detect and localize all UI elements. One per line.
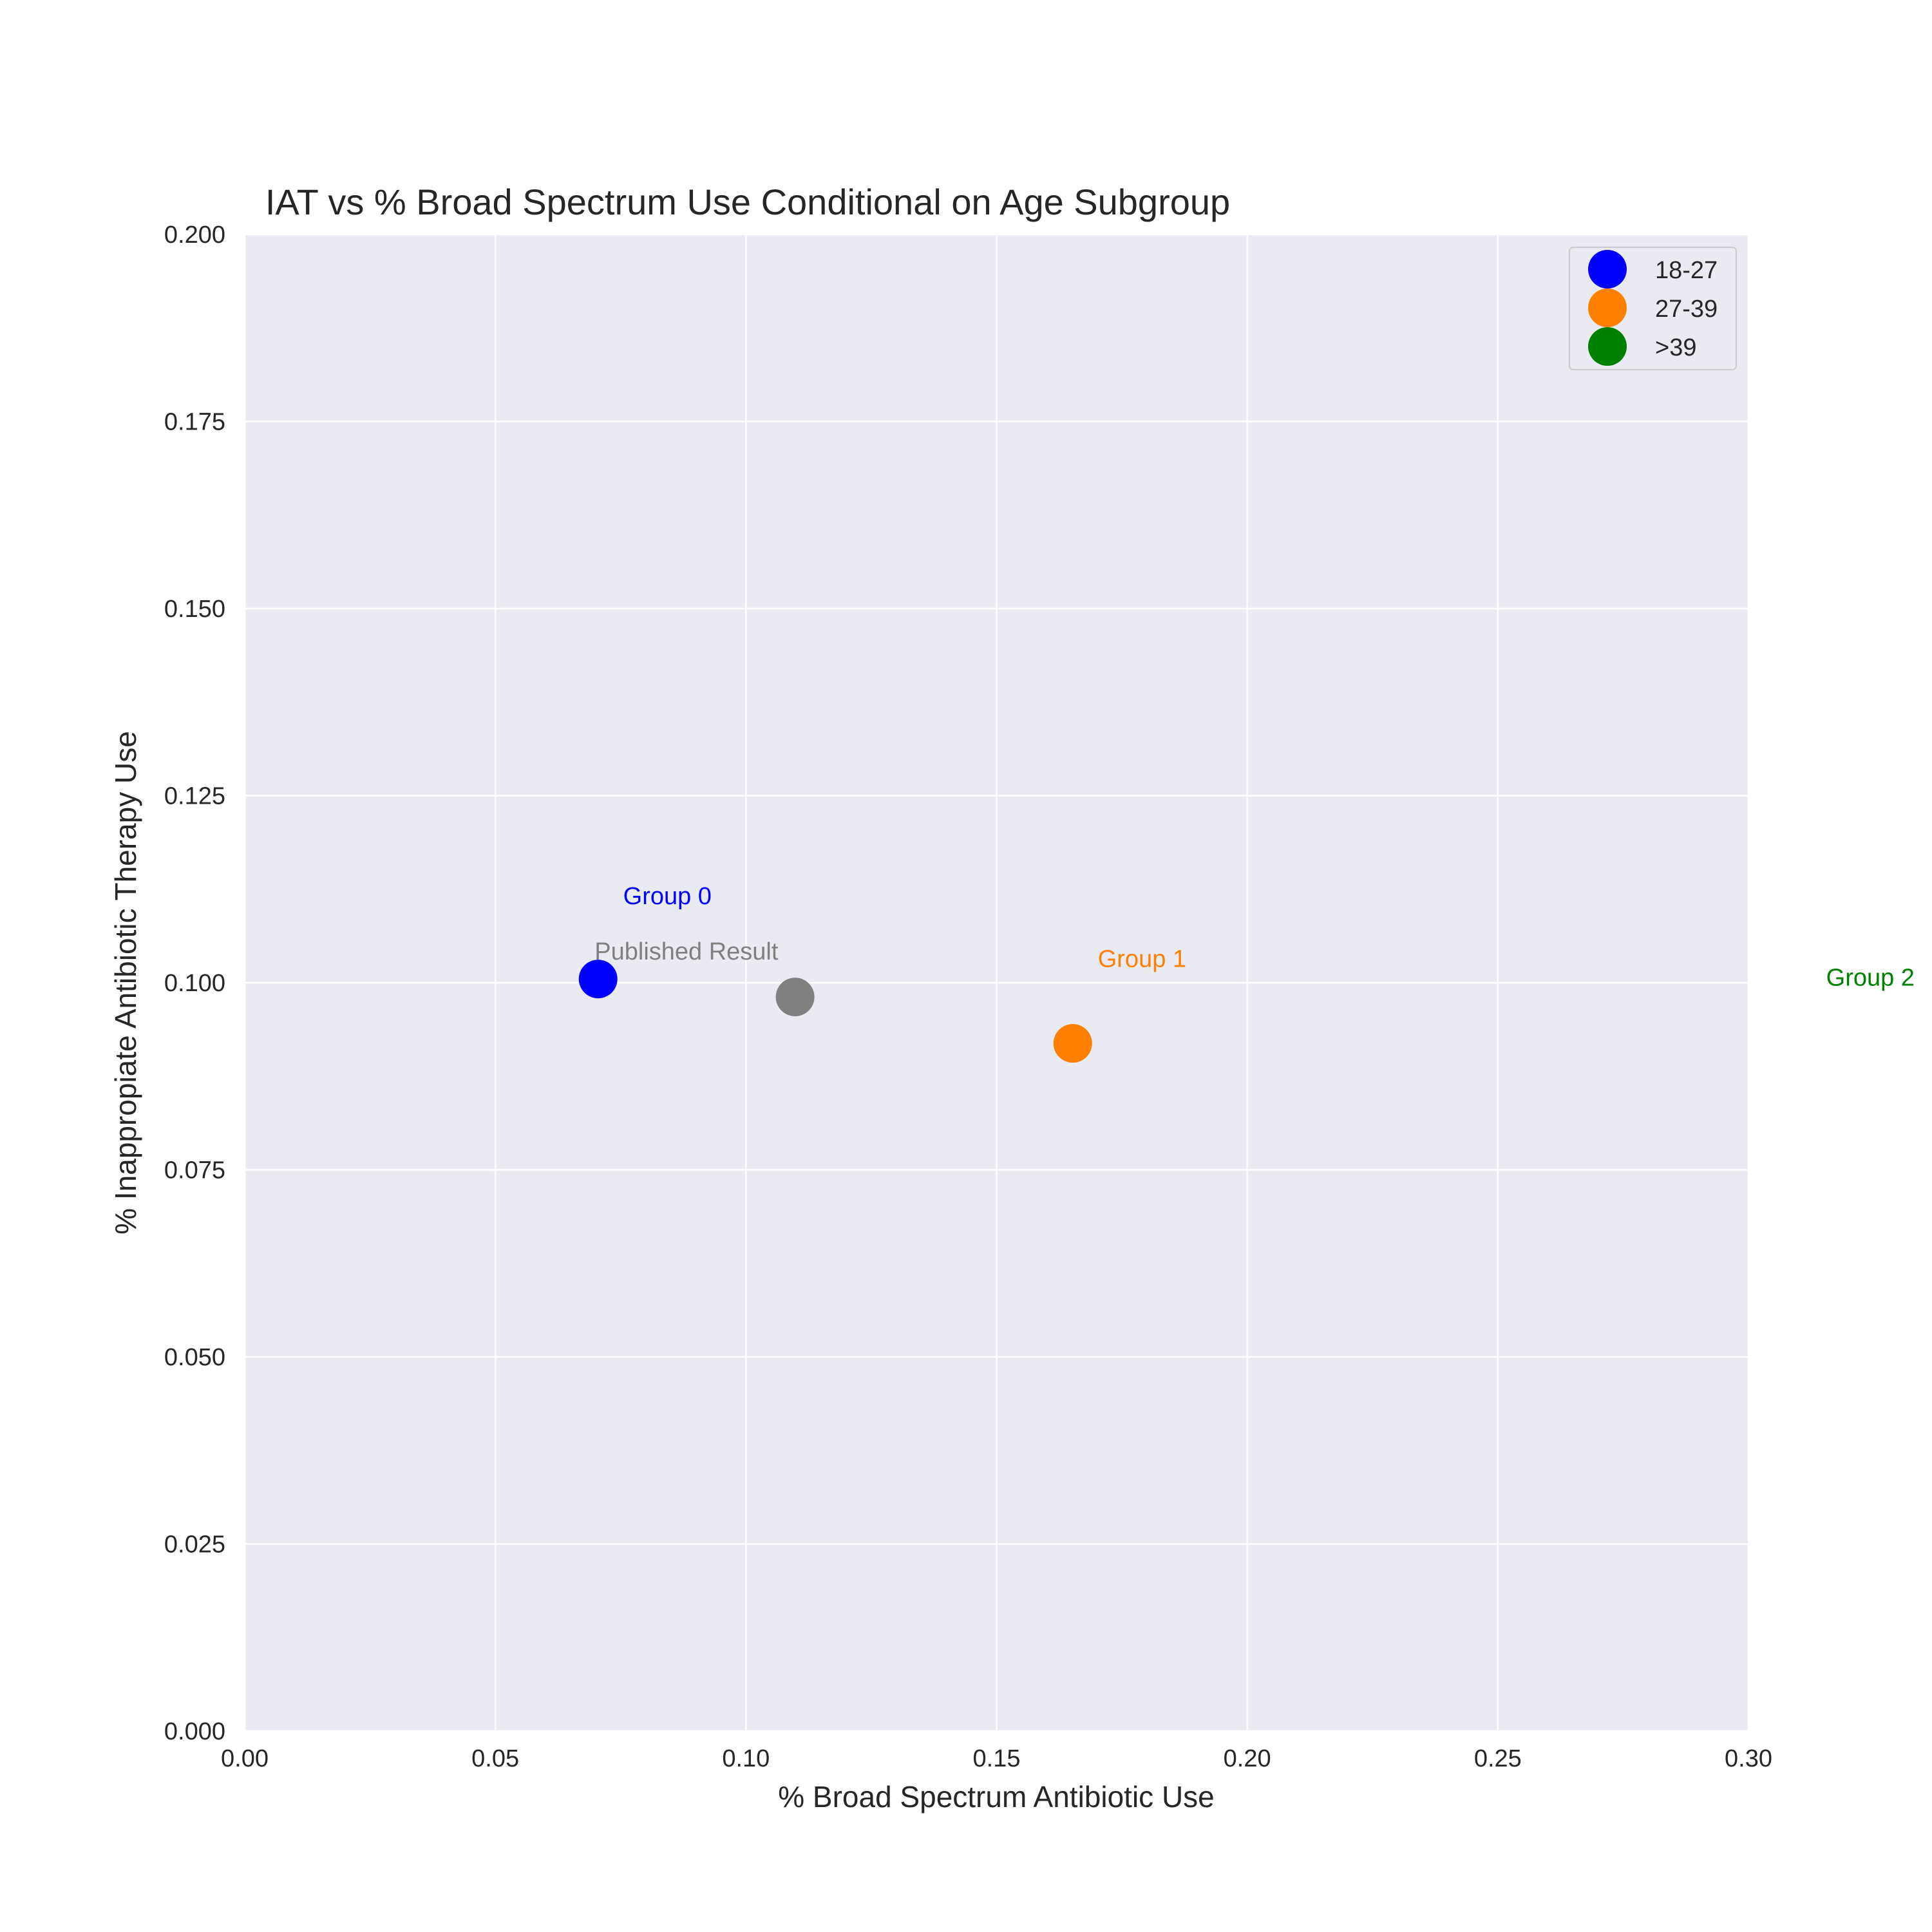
x-tick-label: 0.00 (221, 1745, 269, 1772)
published-result-point (775, 978, 815, 1017)
y-tick-label: 0.050 (164, 1344, 225, 1371)
y-tick-label: 0.150 (164, 596, 225, 623)
annotations: Group 0 Published Result Group 1 Group 2 (594, 883, 1915, 992)
x-tick-label: 0.30 (1725, 1745, 1772, 1772)
x-tick-label: 0.15 (973, 1745, 1021, 1772)
annotation-label: Group 2 (1826, 965, 1915, 992)
legend-marker-27-39 (1588, 289, 1627, 327)
data-point-series-1 (1053, 1024, 1092, 1063)
y-tick-label: 0.000 (164, 1718, 225, 1745)
annotation-label: Published Result (594, 938, 779, 965)
data-point-series-0 (578, 960, 618, 999)
legend: 18-27 27-39 >39 (1569, 247, 1737, 370)
x-axis-label: % Broad Spectrum Antibiotic Use (778, 1780, 1215, 1814)
y-tick-label: 0.175 (164, 409, 225, 436)
x-tick-label: 0.25 (1474, 1745, 1522, 1772)
y-tick-label: 0.200 (164, 222, 225, 249)
y-tick-label: 0.125 (164, 783, 225, 810)
grid-lines (243, 233, 1750, 1732)
legend-label-18-27: 18-27 (1655, 257, 1718, 284)
x-tick-label: 0.05 (471, 1745, 519, 1772)
y-tick-label: 0.100 (164, 970, 225, 997)
legend-label-27-39: 27-39 (1655, 296, 1718, 323)
chart-title: IAT vs % Broad Spectrum Use Conditional … (265, 182, 1230, 222)
legend-marker-over-39 (1588, 327, 1627, 366)
legend-marker-18-27 (1588, 250, 1627, 289)
data-points (578, 960, 1092, 1063)
y-tick-label: 0.075 (164, 1157, 225, 1184)
legend-label-over-39: >39 (1655, 334, 1696, 361)
tick-labels: 0.00 0.05 0.10 0.15 0.20 0.25 0.30 0.000 0.025 0.… (164, 222, 1772, 1772)
x-tick-label: 0.20 (1224, 1745, 1271, 1772)
y-axis-label: % Inappropiate Antibiotic Therapy Use (109, 731, 142, 1235)
annotation-label: Group 0 (623, 883, 712, 910)
x-tick-label: 0.10 (722, 1745, 770, 1772)
annotation-label: Group 1 (1098, 946, 1186, 973)
y-tick-label: 0.025 (164, 1531, 225, 1558)
